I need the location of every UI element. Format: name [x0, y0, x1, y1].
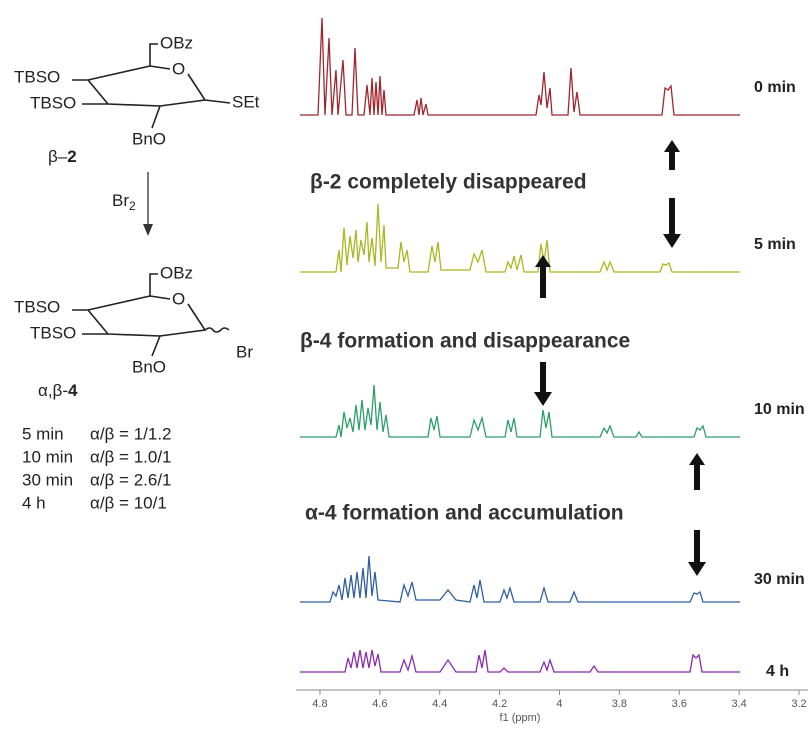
- group: BnO: [132, 357, 166, 376]
- tick-label: 4.6: [372, 698, 387, 710]
- label-number: 4: [68, 381, 78, 400]
- compound-label: β–2: [48, 147, 77, 166]
- trace: [300, 17, 740, 116]
- trace: [300, 384, 740, 438]
- trace-label: 10 min: [754, 401, 805, 418]
- trace: [300, 649, 740, 673]
- trace-labels: 0 min 5 min 10 min 30 min 4 h: [754, 79, 805, 680]
- ratio-time: 30 min: [22, 470, 73, 489]
- arrows: [534, 140, 706, 576]
- tick-label: 3.2: [791, 698, 806, 710]
- ratio-value: α/β = 10/1: [90, 493, 167, 512]
- arrow: [534, 255, 552, 406]
- trace-label: 5 min: [754, 236, 796, 253]
- annotation: β-2 completely disappeared: [310, 171, 587, 194]
- trace-label: 4 h: [766, 663, 789, 680]
- trace-label: 0 min: [754, 79, 796, 96]
- trace-label: 30 min: [754, 571, 805, 588]
- label-number: 2: [67, 147, 76, 166]
- spectra: [300, 17, 740, 673]
- start-structure: OBz O TBSO TBSO SEt BnO β–2: [14, 33, 260, 166]
- reaction-arrow: Br2: [112, 172, 153, 236]
- tick-label: 4: [556, 698, 562, 710]
- arrow: [663, 140, 681, 248]
- annotation: β-4 formation and disappearance: [300, 330, 630, 353]
- group: TBSO: [30, 93, 76, 112]
- x-axis-ticks: 4.8 4.6 4.4 4.2 4 3.8 3.6 3.4 3.2: [312, 690, 807, 710]
- reagent-symbol: Br: [112, 191, 129, 210]
- group: TBSO: [14, 67, 60, 86]
- reagent: Br2: [112, 191, 136, 213]
- compound-label: α,β-4: [38, 381, 78, 400]
- bonds: [72, 273, 230, 357]
- ratio-value: α/β = 1.0/1: [90, 447, 172, 466]
- group: O: [172, 59, 185, 78]
- reagent-subscript: 2: [129, 199, 136, 213]
- ratio-value: α/β = 2.6/1: [90, 470, 172, 489]
- arrow: [688, 453, 706, 576]
- tick-label: 3.8: [612, 698, 627, 710]
- group: BnO: [132, 129, 166, 148]
- label-prefix: β–: [48, 147, 68, 166]
- group: TBSO: [14, 297, 60, 316]
- label-prefix: α,β-: [38, 381, 68, 400]
- ratio-list: 5 min α/β = 1/1.2 10 min α/β = 1.0/1 30 min α…: [22, 424, 172, 512]
- tick-label: 4.4: [432, 698, 447, 710]
- bonds: [72, 43, 231, 129]
- tick-label: 4.8: [312, 698, 327, 710]
- group: OBz: [160, 263, 193, 282]
- tick-label: 3.4: [731, 698, 746, 710]
- trace: [300, 203, 740, 273]
- product-structure: OBz O TBSO TBSO Br BnO α,β-4: [14, 263, 253, 400]
- ratio-value: α/β = 1/1.2: [90, 424, 172, 443]
- group: Br: [236, 342, 253, 361]
- x-axis-label: f1 (ppm): [500, 712, 541, 724]
- tick-label: 4.2: [492, 698, 507, 710]
- ratio-time: 10 min: [22, 447, 73, 466]
- ratio-time: 5 min: [22, 424, 64, 443]
- group: O: [172, 289, 185, 308]
- trace: [300, 555, 740, 603]
- group: SEt: [232, 92, 260, 111]
- ratio-time: 4 h: [22, 493, 46, 512]
- group: TBSO: [30, 323, 76, 342]
- group: OBz: [160, 33, 193, 52]
- annotation: α-4 formation and accumulation: [305, 502, 624, 525]
- tick-label: 3.6: [672, 698, 687, 710]
